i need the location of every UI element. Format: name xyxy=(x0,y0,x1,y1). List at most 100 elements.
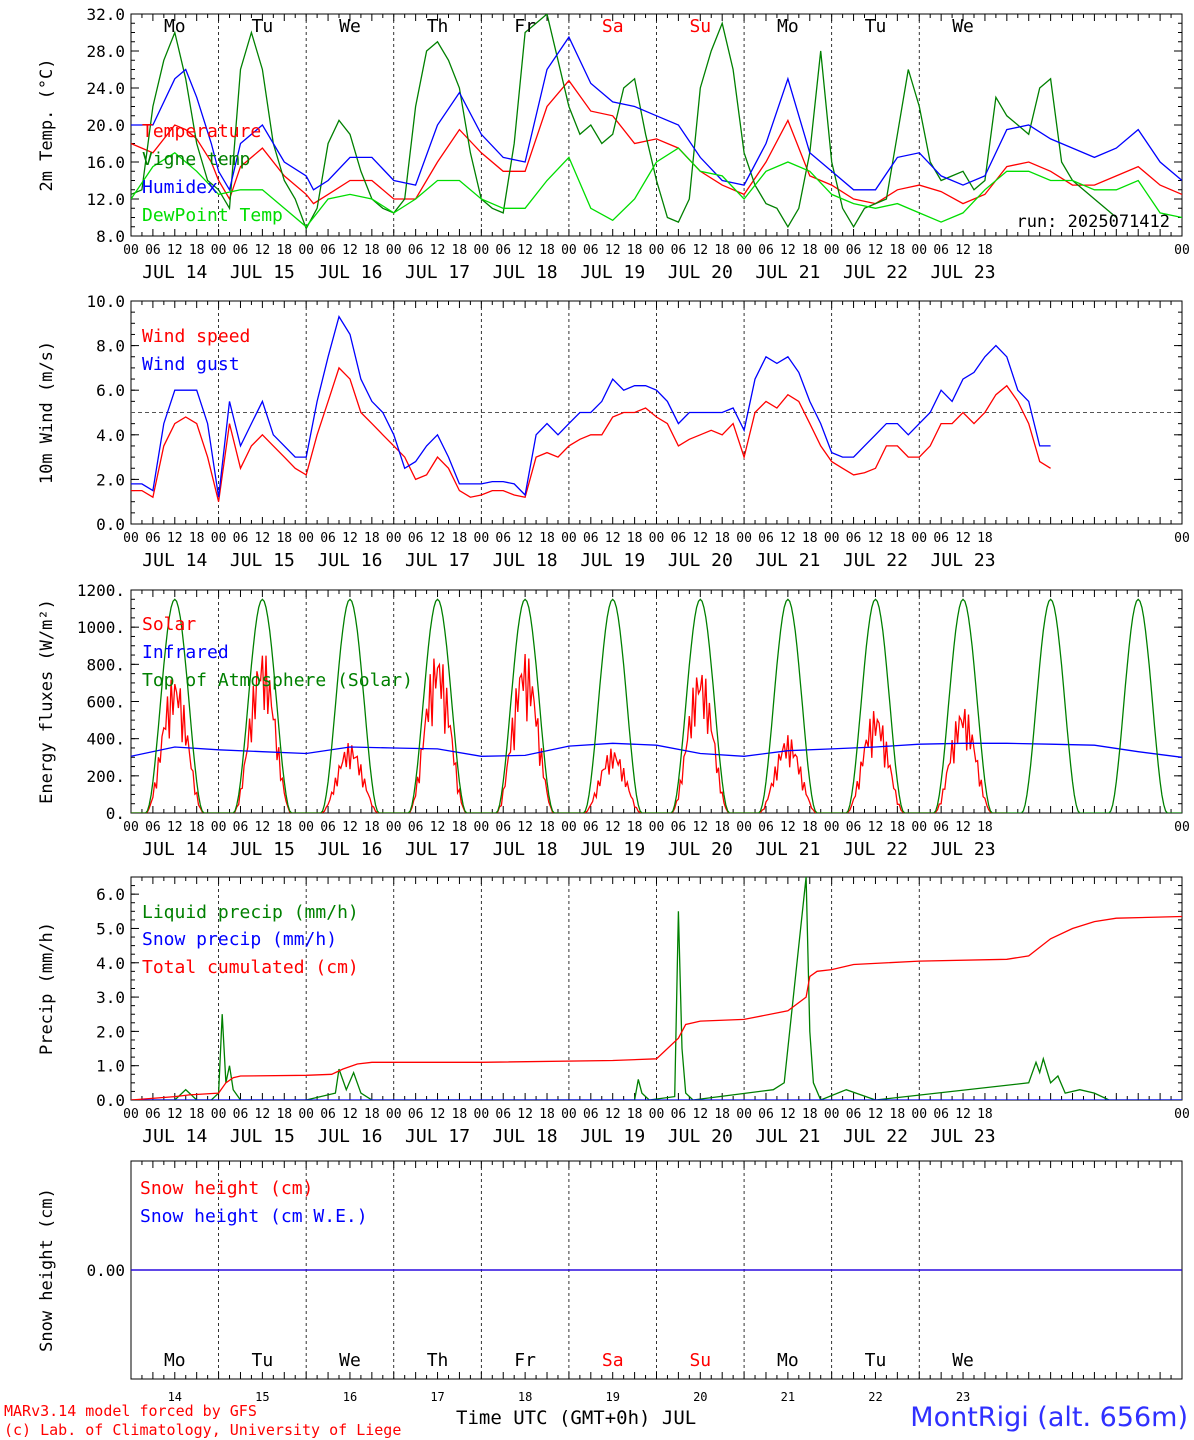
day-number: 16 xyxy=(343,1390,357,1404)
date-label: JUL 17 xyxy=(405,839,470,860)
hour-label: 18 xyxy=(539,243,555,258)
legend-entry: Humidex xyxy=(142,177,218,198)
hour-label: 06 xyxy=(145,531,161,546)
model-credit: MARv3.14 model forced by GFS xyxy=(4,1402,257,1420)
hour-label: 00 xyxy=(1174,243,1190,258)
hour-label: 06 xyxy=(495,1107,511,1122)
hour-label: 18 xyxy=(977,1107,993,1122)
hour-label: 12 xyxy=(605,1107,621,1122)
hour-label: 12 xyxy=(517,820,533,835)
plot-frame xyxy=(130,589,1183,814)
date-label: JUL 21 xyxy=(755,839,820,860)
date-label: JUL 17 xyxy=(405,550,470,571)
y-tick-label: 20.0 xyxy=(86,116,125,135)
hour-label: 00 xyxy=(561,820,577,835)
date-label: JUL 23 xyxy=(931,550,996,571)
hour-label: 18 xyxy=(189,1107,205,1122)
hour-label: 12 xyxy=(692,1107,708,1122)
day-number: 14 xyxy=(168,1390,182,1404)
hour-label: 18 xyxy=(714,820,730,835)
station-name: MontRigi (alt. 656m) xyxy=(910,1402,1188,1433)
hour-label: 06 xyxy=(233,1107,249,1122)
hour-label: 18 xyxy=(189,243,205,258)
hour-label: 12 xyxy=(955,243,971,258)
series-wind-gust xyxy=(131,314,1051,498)
panel-snow: 0.00 Snow height (cm) Snow height (cm) Snow… xyxy=(37,1160,1183,1404)
hour-label: 06 xyxy=(583,243,599,258)
panel-temp: 8.0 12.0 16.0 20.0 24.0 28.0 32.0 2m Temp. (°C)… xyxy=(37,5,1190,283)
legend-entry: Total cumulated (cm) xyxy=(142,957,359,978)
hour-label: 00 xyxy=(824,243,840,258)
date-label: JUL 15 xyxy=(230,1126,295,1147)
hour-label: 18 xyxy=(977,243,993,258)
hour-label: 00 xyxy=(911,243,927,258)
hour-label: 06 xyxy=(583,820,599,835)
day-number: 22 xyxy=(868,1390,882,1404)
hour-label: 00 xyxy=(824,531,840,546)
hour-label: 12 xyxy=(780,1107,796,1122)
day-number: 21 xyxy=(781,1390,795,1404)
hour-label: 18 xyxy=(802,820,818,835)
series-temperature xyxy=(131,79,1182,205)
hour-label: 00 xyxy=(298,243,314,258)
hour-label: 00 xyxy=(211,820,227,835)
date-label: JUL 17 xyxy=(405,1126,470,1147)
hour-label: 18 xyxy=(364,820,380,835)
series-group xyxy=(131,598,1182,813)
hour-label: 06 xyxy=(846,531,862,546)
y-tick-label: 1000. xyxy=(77,618,125,637)
hour-label: 18 xyxy=(802,1107,818,1122)
series-solar xyxy=(131,653,1007,813)
date-label: JUL 20 xyxy=(668,839,733,860)
hour-label: 12 xyxy=(167,820,183,835)
date-label: JUL 15 xyxy=(230,839,295,860)
y-tick-label: 1200. xyxy=(77,581,125,600)
legend-entry: Vigne temp xyxy=(142,149,250,170)
hour-label: 18 xyxy=(189,820,205,835)
hour-label: 12 xyxy=(342,1107,358,1122)
legend-entry: Wind speed xyxy=(142,326,250,347)
y-tick-label: 0.0 xyxy=(96,1091,125,1110)
day-label: Tu xyxy=(865,16,887,37)
panel-precip: 0.0 1.0 2.0 3.0 4.0 5.0 6.0 Precip (mm/h) Liquid… xyxy=(37,876,1190,1147)
hour-label: 18 xyxy=(627,820,643,835)
hour-label: 06 xyxy=(933,531,949,546)
date-label: JUL 16 xyxy=(317,1126,382,1147)
hour-label: 06 xyxy=(145,1107,161,1122)
hour-label: 00 xyxy=(123,820,139,835)
hour-label: 00 xyxy=(298,820,314,835)
date-label: JUL 21 xyxy=(755,550,820,571)
date-label: JUL 19 xyxy=(580,1126,645,1147)
panel-energy: 0. 200. 400. 600. 800. 1000. 1200. Energy fluxe… xyxy=(37,581,1190,860)
day-number: 20 xyxy=(693,1390,707,1404)
day-label: We xyxy=(952,1350,974,1371)
hour-label: 12 xyxy=(167,531,183,546)
date-label: JUL 17 xyxy=(405,262,470,283)
date-label: JUL 14 xyxy=(142,1126,207,1147)
legend-entry: DewPoint Temp xyxy=(142,205,283,226)
series-wind-speed xyxy=(131,366,1051,502)
date-label: JUL 16 xyxy=(317,262,382,283)
y-tick-label: 400. xyxy=(86,730,125,749)
date-label: JUL 18 xyxy=(493,839,558,860)
hour-label: 12 xyxy=(430,1107,446,1122)
hour-label: 12 xyxy=(255,1107,271,1122)
hour-label: 12 xyxy=(955,820,971,835)
day-label: Fr xyxy=(514,16,536,37)
day-label: Mo xyxy=(164,1350,186,1371)
day-label: Su xyxy=(689,1350,711,1371)
hour-label: 00 xyxy=(211,531,227,546)
day-number: 17 xyxy=(430,1390,444,1404)
hour-label: 00 xyxy=(386,531,402,546)
hour-label: 00 xyxy=(1174,1107,1190,1122)
hour-label: 18 xyxy=(627,531,643,546)
hour-label: 00 xyxy=(736,531,752,546)
hour-label: 18 xyxy=(890,1107,906,1122)
day-label: Th xyxy=(427,16,449,37)
hour-label: 00 xyxy=(211,1107,227,1122)
legend-entry: Top of Atmosphere (Solar) xyxy=(142,670,413,691)
hour-label: 18 xyxy=(539,820,555,835)
hour-label: 06 xyxy=(320,243,336,258)
y-axis-title: Energy fluxes (W/m²) xyxy=(37,599,57,804)
